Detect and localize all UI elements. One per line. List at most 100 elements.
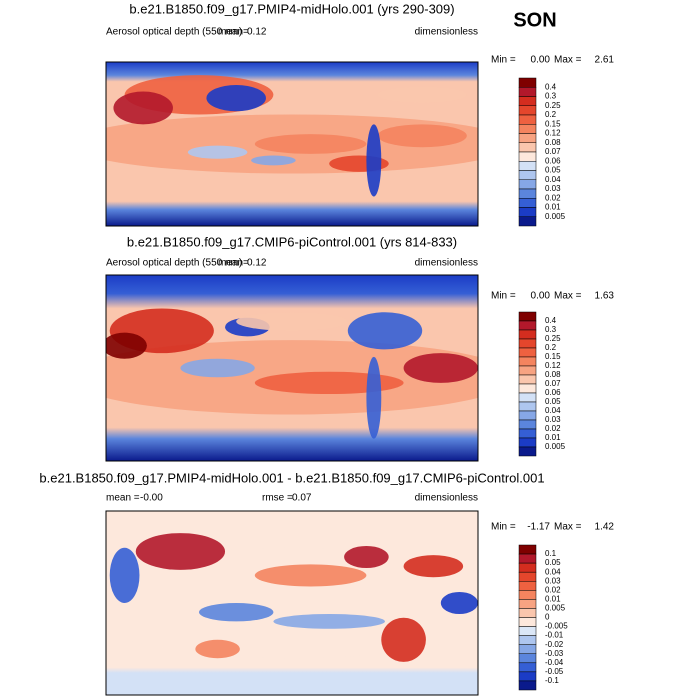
stat-value: 0.12 [247, 27, 267, 38]
colorbar-box [518, 590, 537, 600]
colorbar-box [518, 680, 537, 691]
map-field [106, 275, 478, 461]
colorbar-box [518, 320, 537, 331]
colorbar-label: 0.01 [545, 433, 561, 442]
colorbar-box [518, 644, 537, 654]
colorbar-box [518, 653, 537, 664]
colorbar-box [518, 571, 537, 582]
colorbar-box [518, 553, 537, 564]
map-blob [254, 134, 367, 154]
panel-title: b.e21.B1850.f09_g17.PMIP4-midHolo.001 (y… [129, 1, 454, 16]
map-blob [187, 145, 248, 159]
variable-label: Aerosol optical depth (550 nm) [106, 258, 242, 269]
colorbar-label: 0.02 [545, 424, 561, 433]
colorbar-label: -0.04 [545, 658, 564, 667]
colorbar-label: 0.15 [545, 119, 561, 128]
colorbar-box [518, 428, 537, 439]
colorbar-label: 0.02 [545, 585, 561, 594]
map-blob [254, 564, 367, 587]
colorbar-label: 0.08 [545, 370, 561, 379]
colorbar-label: 0.005 [545, 604, 566, 613]
colorbar-label: 0.06 [545, 156, 561, 165]
map-blob [366, 124, 382, 197]
map-frame [105, 61, 479, 227]
colorbar-label: 0.03 [545, 415, 561, 424]
colorbar-box [518, 198, 537, 208]
stat2-value: 0.07 [292, 493, 312, 504]
colorbar-box [518, 419, 537, 430]
colorbar-box [518, 617, 537, 627]
colorbar-box [518, 77, 537, 88]
min-value: 0.00 [531, 291, 551, 302]
colorbar-box [518, 635, 537, 645]
max-label: Max = [554, 522, 582, 533]
colorbar-box [518, 410, 537, 421]
map-blob [180, 358, 255, 378]
colorbar-box [518, 401, 537, 412]
panel-title: b.e21.B1850.f09_g17.CMIP6-piControl.001 … [127, 234, 457, 249]
colorbar-box [518, 133, 537, 143]
colorbar-label: 0.05 [545, 558, 561, 567]
colorbar-box [518, 671, 537, 682]
map-blob [381, 617, 426, 662]
map-blob [377, 86, 467, 104]
colorbar-box [518, 311, 537, 322]
colorbar-box [518, 356, 537, 367]
colorbar-box [518, 170, 537, 180]
map-field [106, 62, 478, 226]
map-blob [113, 91, 173, 125]
colorbar-box [518, 151, 537, 162]
colorbar-label: 0.15 [545, 352, 561, 361]
colorbar-label: 0.25 [545, 101, 561, 110]
colorbar-label: 0.07 [545, 147, 561, 156]
colorbar-label: 0.2 [545, 110, 557, 119]
map-blob [254, 371, 404, 395]
panel-title: b.e21.B1850.f09_g17.PMIP4-midHolo.001 - … [39, 470, 544, 485]
colorbar-label: 0.05 [545, 397, 561, 406]
max-value: 1.63 [595, 291, 615, 302]
map-blob [440, 591, 478, 615]
colorbar-label: 0.08 [545, 138, 561, 147]
colorbar-box [518, 608, 537, 618]
colorbar-label: -0.1 [545, 676, 559, 685]
colorbar-label: 0.03 [545, 184, 561, 193]
colorbar-box [518, 124, 537, 134]
map-frame [105, 274, 479, 462]
colorbar-box [518, 562, 537, 573]
map-blob [273, 614, 386, 629]
map-blob [403, 555, 464, 578]
max-value: 2.61 [595, 55, 615, 66]
map-blob [347, 312, 423, 350]
colorbar-label: 0.03 [545, 576, 561, 585]
colorbar-box [518, 581, 537, 591]
min-value: 0.00 [531, 55, 551, 66]
colorbar-label: 0.2 [545, 343, 557, 352]
colorbar-box [518, 338, 537, 349]
colorbar-box [518, 188, 537, 199]
colorbar-box [518, 105, 537, 116]
map-blob [251, 155, 296, 166]
colorbar-label: 0.01 [545, 203, 561, 212]
colorbar-label: 0.06 [545, 388, 561, 397]
colorbar-box [518, 626, 537, 636]
map-field [106, 511, 478, 695]
colorbar-box [518, 329, 537, 340]
colorbar-label: 0.25 [545, 334, 561, 343]
stat-label: mean = [106, 493, 140, 504]
colorbar-box [518, 383, 537, 394]
season-label: SON [513, 9, 556, 31]
stat2-label: rmse = [262, 493, 293, 504]
colorbar-label: 0 [545, 613, 550, 622]
colorbar-box [518, 544, 537, 555]
colorbar-label: 0.12 [545, 129, 561, 138]
colorbar-label: -0.01 [545, 631, 564, 640]
colorbar-label: 0.3 [545, 325, 557, 334]
map-blob [199, 603, 274, 622]
colorbar-box [518, 662, 537, 673]
colorbar-box [518, 374, 537, 385]
stat-value: 0.12 [247, 258, 267, 269]
units-label: dimensionless [415, 493, 478, 504]
colorbar-label: -0.02 [545, 640, 564, 649]
map-blob [236, 312, 348, 331]
colorbar-label: 0.4 [545, 82, 557, 91]
